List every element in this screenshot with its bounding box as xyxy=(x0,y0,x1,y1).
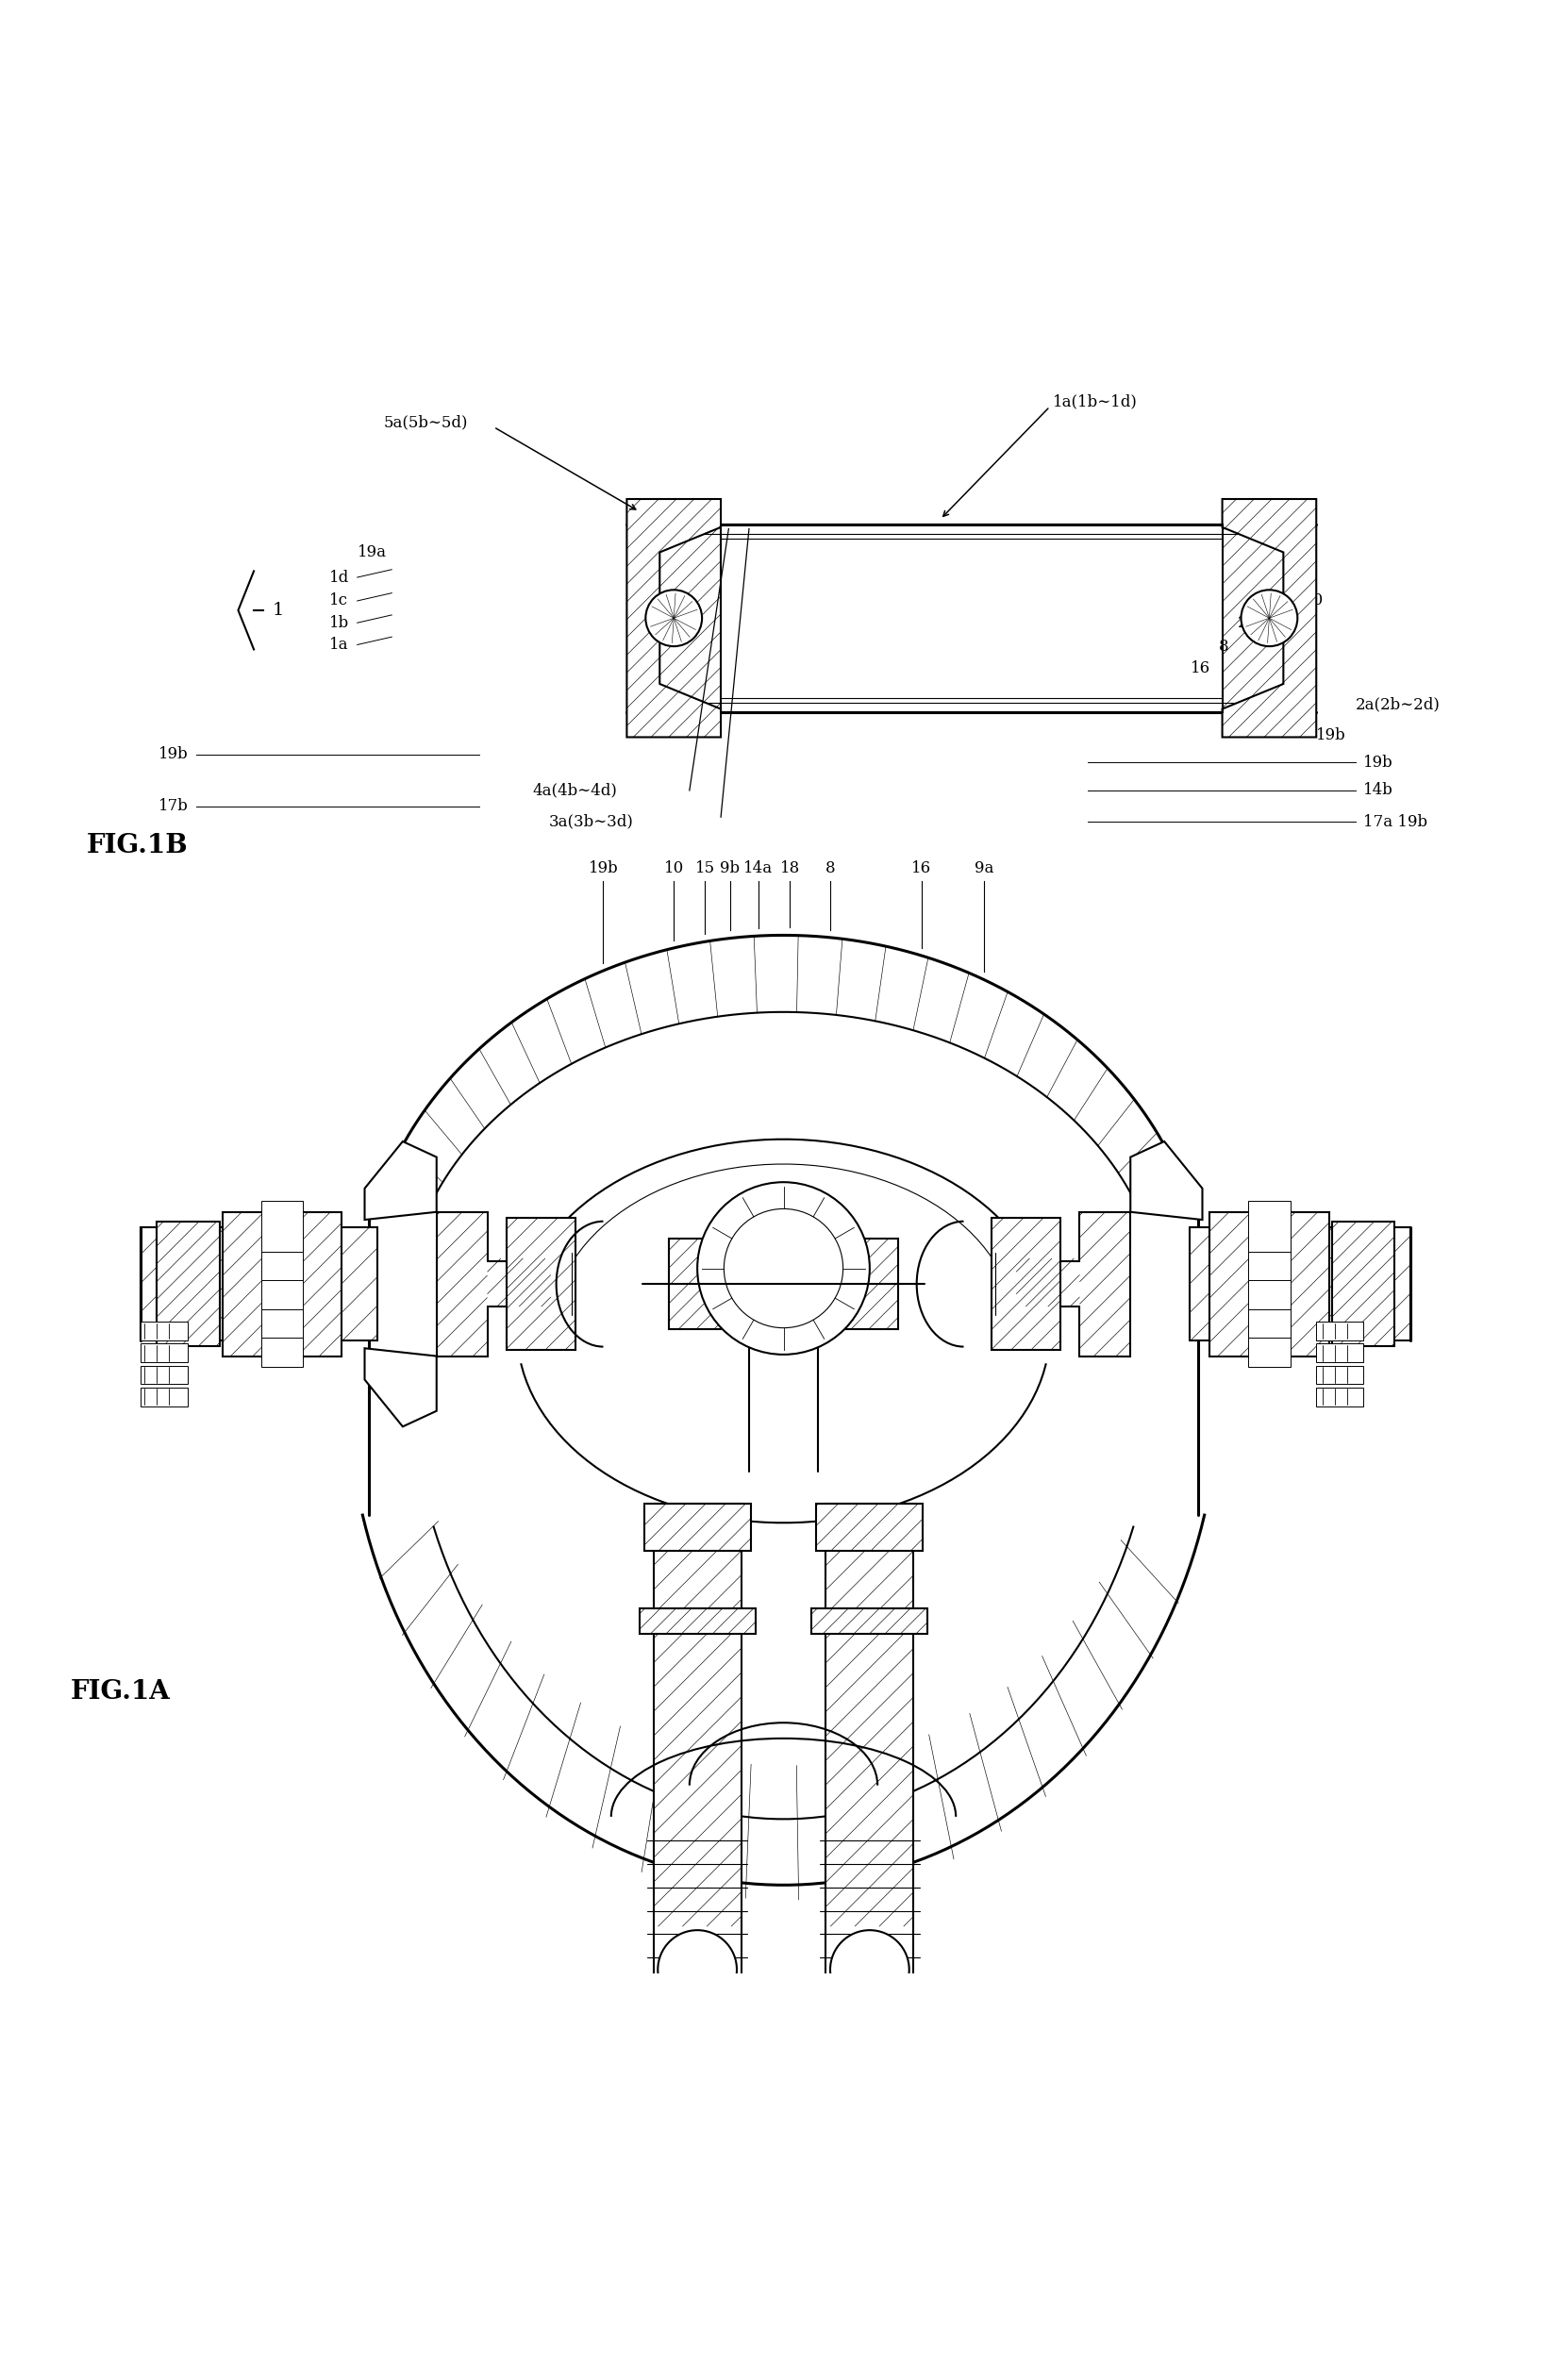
Text: 17b: 17b xyxy=(158,797,188,814)
Text: 14b: 14b xyxy=(1363,783,1393,797)
Bar xyxy=(644,1504,751,1549)
Bar xyxy=(1249,1259,1290,1309)
Bar xyxy=(1316,1345,1363,1361)
Circle shape xyxy=(1241,590,1297,647)
Text: 17a 19b: 17a 19b xyxy=(1363,814,1428,831)
Bar xyxy=(812,1609,928,1633)
Text: 5a(5b∼5d): 5a(5b∼5d) xyxy=(384,414,469,431)
Text: 4a(4b∼4d): 4a(4b∼4d) xyxy=(533,783,617,797)
Text: 8: 8 xyxy=(1219,638,1229,655)
Text: 8: 8 xyxy=(826,862,835,876)
Bar xyxy=(1249,1288,1290,1338)
Text: 19a: 19a xyxy=(357,545,387,559)
Bar xyxy=(992,1219,1061,1349)
Text: 1a(1b∼1d): 1a(1b∼1d) xyxy=(1053,393,1138,409)
Text: 9a: 9a xyxy=(975,862,993,876)
Text: 15: 15 xyxy=(696,862,715,876)
Text: 19b: 19b xyxy=(1363,754,1393,771)
Text: 16: 16 xyxy=(912,862,931,876)
Bar xyxy=(157,1221,219,1347)
Text: 19b: 19b xyxy=(1316,728,1346,743)
Bar xyxy=(141,1388,188,1407)
Text: 10: 10 xyxy=(664,862,683,876)
Circle shape xyxy=(724,1209,843,1328)
Bar xyxy=(262,1202,302,1252)
Bar xyxy=(262,1288,302,1338)
Text: 20a: 20a xyxy=(1238,614,1268,631)
Bar xyxy=(1189,1228,1410,1340)
Text: 1b: 1b xyxy=(329,614,349,631)
Bar xyxy=(506,1219,575,1349)
Bar xyxy=(223,1211,342,1357)
Text: 20: 20 xyxy=(1304,593,1324,609)
Bar xyxy=(262,1259,302,1309)
Bar xyxy=(653,1504,741,2004)
Bar xyxy=(262,1316,302,1366)
Polygon shape xyxy=(627,500,721,738)
Bar xyxy=(1316,1366,1363,1385)
Bar xyxy=(1332,1221,1395,1347)
Text: FIG.1A: FIG.1A xyxy=(71,1680,171,1704)
Polygon shape xyxy=(365,1142,437,1221)
Text: 1a: 1a xyxy=(329,638,348,652)
Bar xyxy=(826,1504,914,2004)
Circle shape xyxy=(831,1930,909,2009)
Text: 1: 1 xyxy=(273,602,284,619)
Bar xyxy=(1249,1316,1290,1366)
Text: 1d: 1d xyxy=(329,569,349,585)
Polygon shape xyxy=(365,1347,437,1426)
Bar xyxy=(262,1230,302,1280)
Bar xyxy=(141,1228,378,1340)
Text: 16: 16 xyxy=(1191,659,1211,676)
Bar xyxy=(669,1240,726,1328)
Text: 19b: 19b xyxy=(588,862,619,876)
Polygon shape xyxy=(1017,1211,1130,1357)
Text: 9b: 9b xyxy=(721,862,740,876)
Bar xyxy=(141,1345,188,1361)
Bar xyxy=(639,1609,755,1633)
Text: FIG.1B: FIG.1B xyxy=(86,833,188,859)
Bar xyxy=(141,1366,188,1385)
Text: 14a: 14a xyxy=(744,862,773,876)
Text: 3a(3b∼3d): 3a(3b∼3d) xyxy=(548,814,633,831)
Polygon shape xyxy=(1130,1142,1202,1221)
Bar xyxy=(816,1504,923,1549)
Text: 18: 18 xyxy=(780,862,799,876)
Text: 2a(2b∼2d): 2a(2b∼2d) xyxy=(1355,697,1440,712)
Bar xyxy=(1316,1321,1363,1340)
Bar xyxy=(841,1240,898,1328)
Bar xyxy=(141,1321,188,1340)
Polygon shape xyxy=(437,1211,552,1357)
Text: 19b: 19b xyxy=(158,747,188,762)
Bar xyxy=(1316,1388,1363,1407)
Polygon shape xyxy=(1222,500,1316,738)
Circle shape xyxy=(697,1183,870,1354)
Bar xyxy=(1210,1211,1329,1357)
Circle shape xyxy=(646,590,702,647)
Bar xyxy=(1249,1230,1290,1280)
Bar xyxy=(1249,1202,1290,1252)
Text: 1c: 1c xyxy=(329,593,348,609)
Circle shape xyxy=(658,1930,736,2009)
